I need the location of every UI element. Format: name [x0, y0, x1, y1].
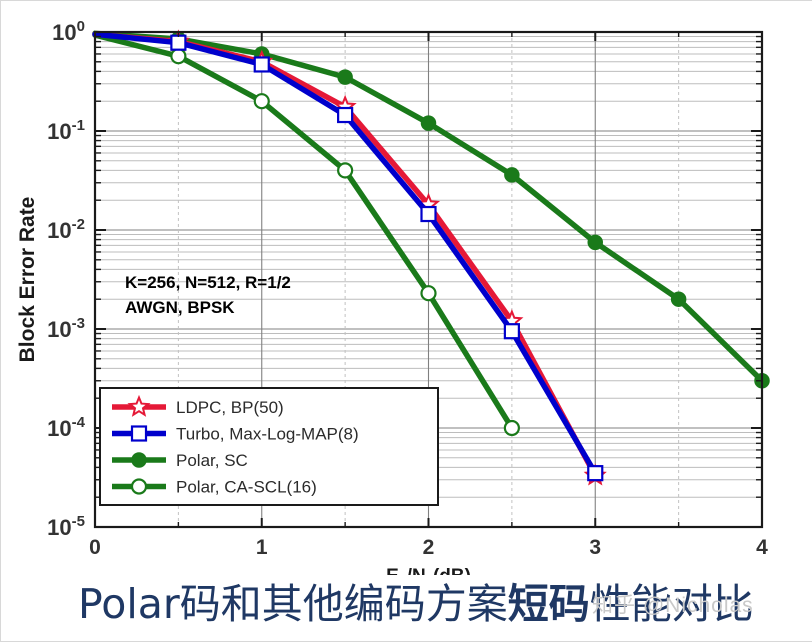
legend-item[interactable]: LDPC, BP(50) — [112, 394, 284, 418]
data-point-marker — [504, 167, 520, 183]
annotation-line: K=256, N=512, R=1/2 — [125, 273, 291, 292]
x-tick-label: 3 — [589, 536, 601, 559]
y-axis-title: Block Error Rate — [16, 197, 39, 363]
data-point-marker — [420, 205, 437, 223]
data-point-marker — [127, 394, 151, 417]
figure-caption: Polar码和其他编码方案短码性能对比 — [78, 575, 754, 635]
x-tick-label: 0 — [89, 536, 101, 559]
legend-item[interactable]: Polar, CA-SCL(16) — [112, 478, 317, 497]
legend-item-label: Turbo, Max-Log-MAP(8) — [176, 425, 359, 444]
data-point-marker — [503, 323, 520, 340]
x-tick-label: 2 — [423, 536, 435, 559]
data-series-layer — [92, 29, 770, 486]
watermark-label: 知乎 @Nicholas — [592, 594, 754, 617]
y-tick-label: 10-5 — [47, 513, 85, 540]
data-point-marker — [420, 285, 437, 302]
series-polar-ca-scl-16 — [92, 32, 520, 437]
data-point-marker — [670, 291, 687, 307]
data-point-marker — [170, 48, 187, 65]
data-point-marker — [337, 69, 353, 85]
data-point-marker — [337, 162, 354, 179]
data-point-marker — [503, 419, 520, 437]
data-point-marker — [420, 115, 437, 131]
data-point-marker — [253, 93, 270, 110]
data-point-marker — [130, 478, 148, 495]
legend-item-label: Polar, SC — [176, 451, 248, 470]
chart-annotation: K=256, N=512, R=1/2 AWGN, BPSK — [125, 273, 291, 317]
chart-legend[interactable]: LDPC, BP(50) Turbo, Max-Log-MAP(8) Polar, … — [99, 387, 439, 506]
data-point-marker — [337, 106, 354, 124]
data-point-marker — [170, 34, 187, 51]
legend-item-label: Polar, CA-SCL(16) — [176, 478, 317, 497]
legend-item[interactable]: Turbo, Max-Log-MAP(8) — [112, 425, 359, 444]
legend-item[interactable]: Polar, SC — [112, 451, 248, 470]
data-point-marker — [131, 452, 147, 468]
x-axis-tick-labels: 0 1 2 3 4 — [89, 536, 768, 559]
y-axis-title-text: Block Error Rate — [16, 197, 39, 363]
data-point-marker — [587, 234, 603, 251]
caption-bar: Polar码和其他编码方案短码性能对比 知乎 @Nicholas — [0, 575, 812, 641]
caption-emphasis: 短码 — [507, 580, 590, 628]
data-point-marker — [253, 56, 270, 73]
legend-item-label: LDPC, BP(50) — [176, 398, 284, 417]
x-tick-label: 4 — [756, 536, 768, 559]
series-turbo-max-log-map-8 — [92, 31, 604, 482]
data-point-marker — [130, 425, 148, 442]
annotation-line: AWGN, BPSK — [125, 298, 235, 317]
minor-x-gridlines — [177, 32, 680, 527]
caption-part-1: Polar码和其他编码方案 — [78, 580, 508, 628]
series-line — [92, 32, 515, 431]
y-tick-label: 10-1 — [47, 117, 85, 144]
caption-part-2: 性能对比 — [589, 580, 754, 628]
x-tick-label: 1 — [256, 536, 268, 559]
data-point-marker — [587, 465, 604, 482]
